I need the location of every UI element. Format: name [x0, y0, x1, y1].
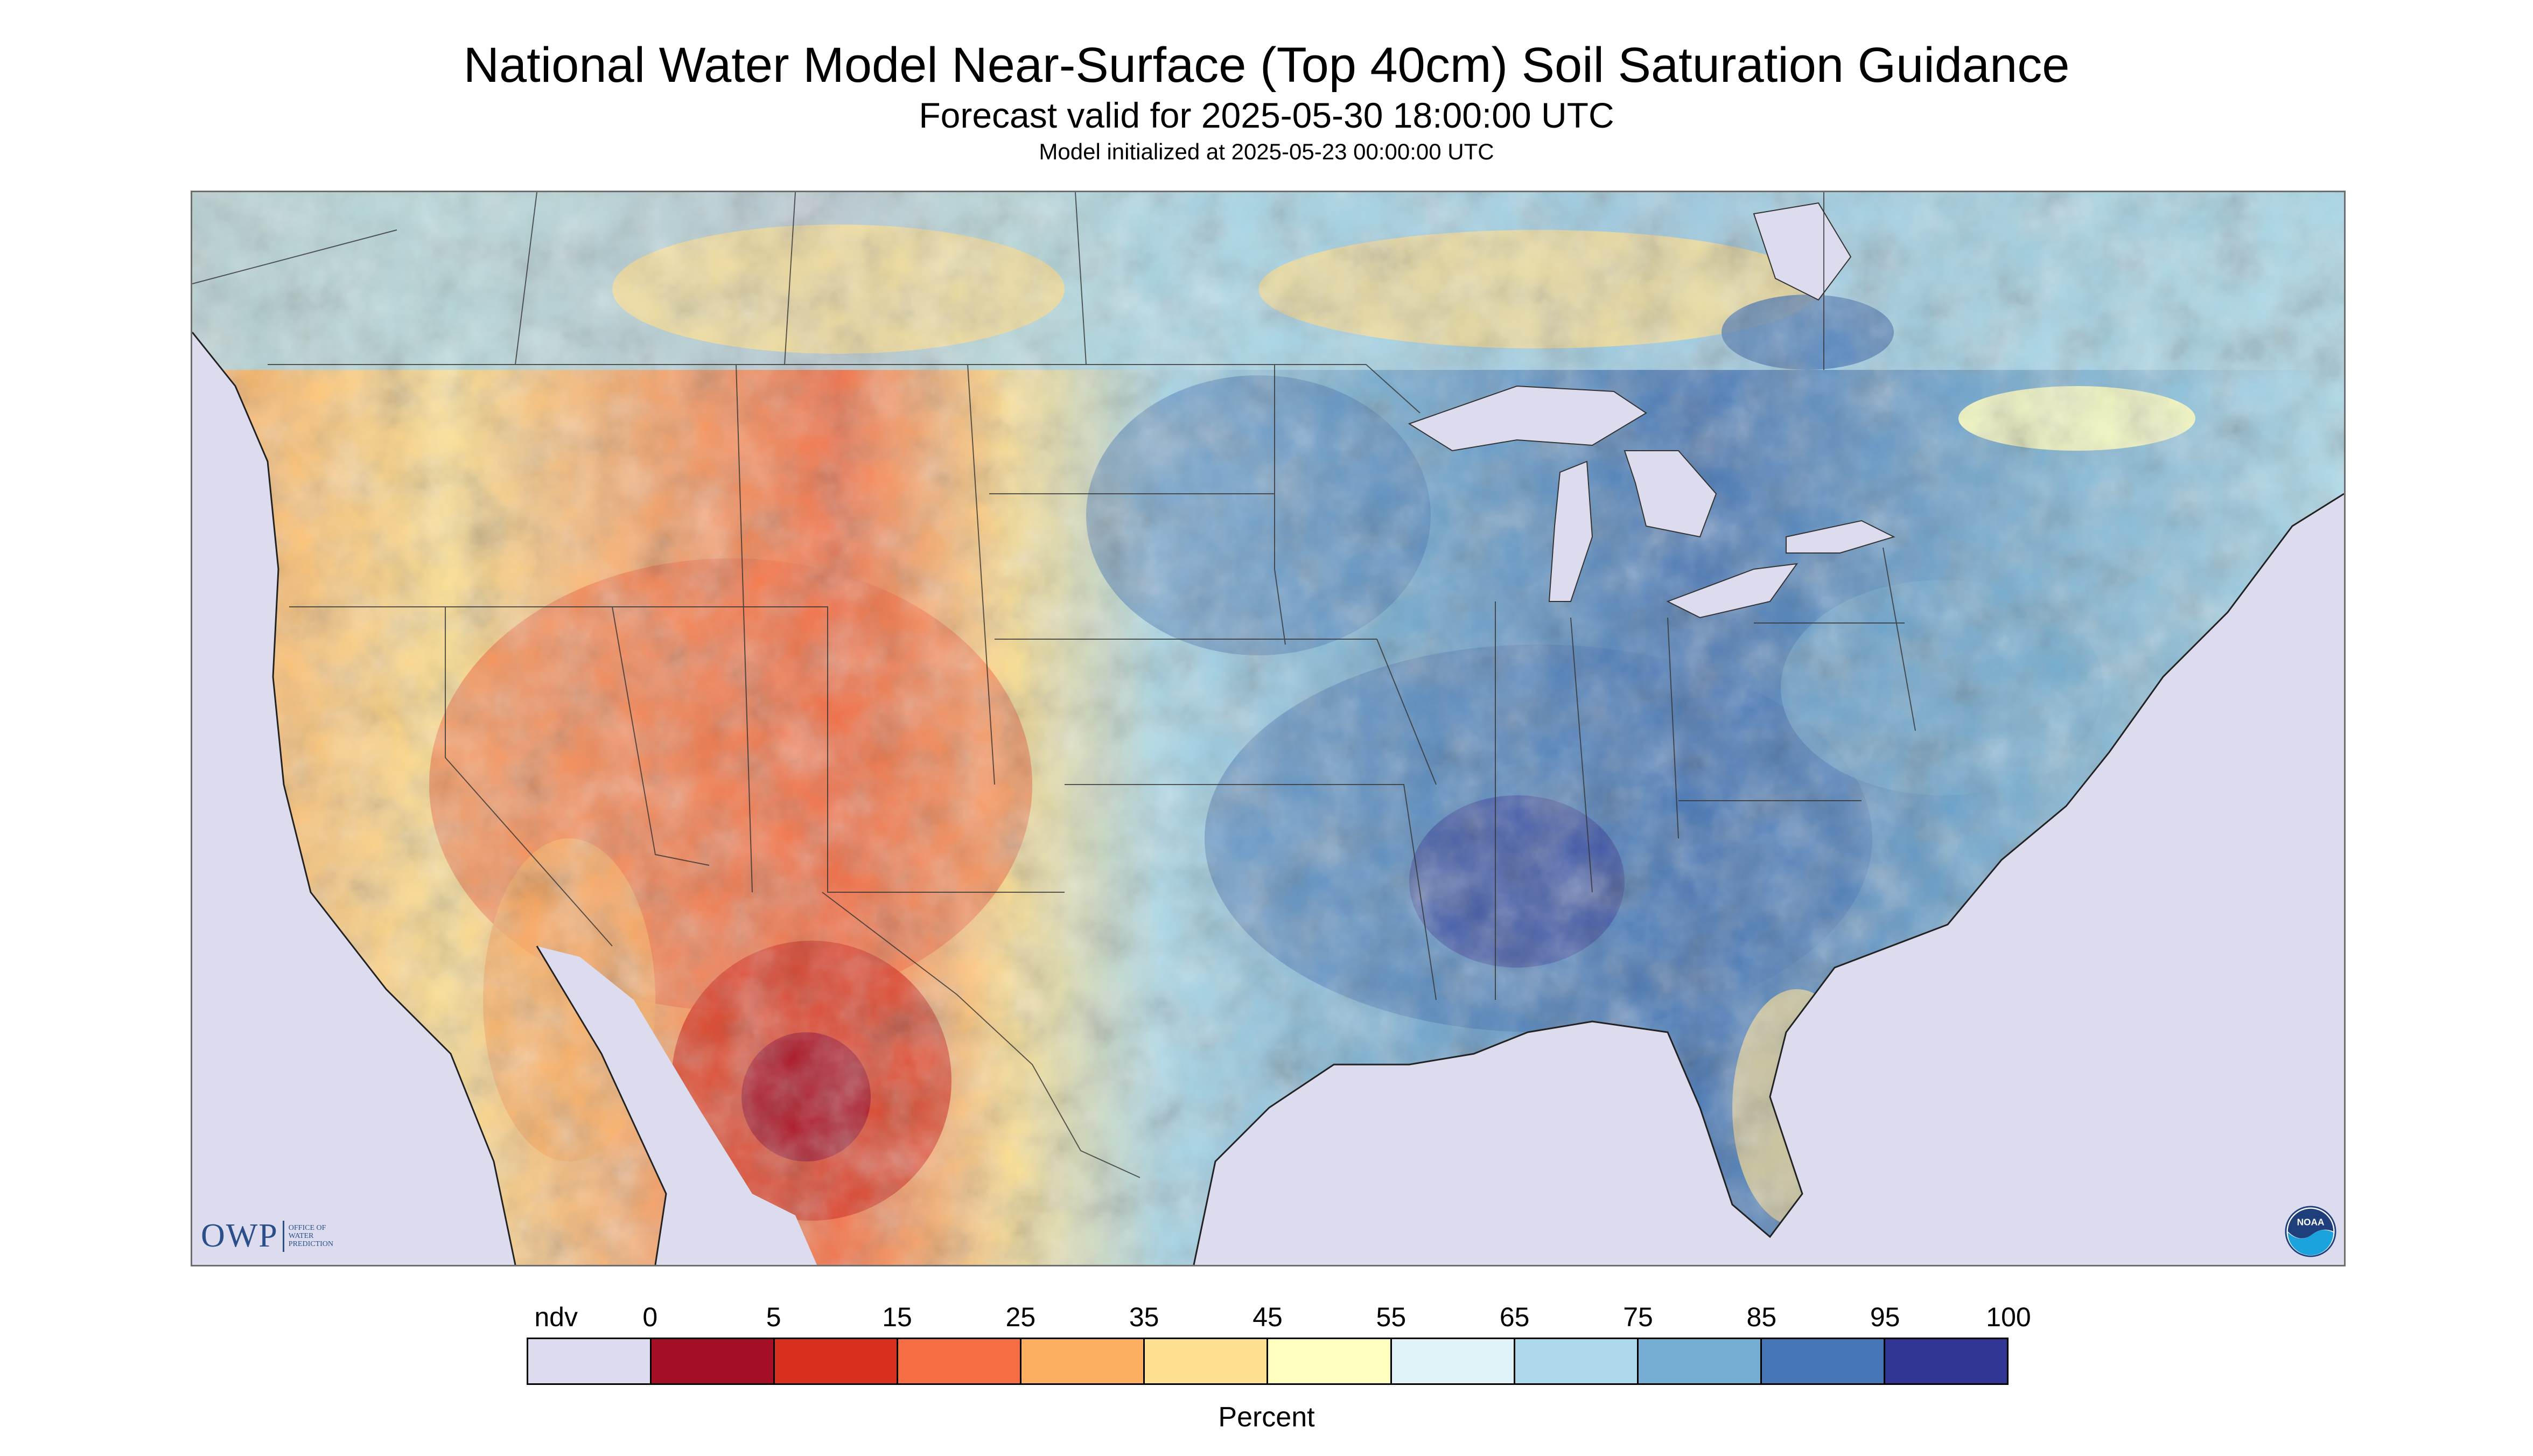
- legend-swatch: [1638, 1339, 1762, 1383]
- map-title: National Water Model Near-Surface (Top 4…: [463, 38, 2070, 93]
- legend-tick-label: 55: [1376, 1302, 1407, 1332]
- model-init-time: Model initialized at 2025-05-23 00:00:00…: [1039, 139, 1494, 164]
- legend-tick-label: ndv: [534, 1302, 578, 1332]
- map-svg: [192, 192, 2344, 1265]
- legend-tick-label: 45: [1252, 1302, 1283, 1332]
- legend-swatch: [1268, 1339, 1392, 1383]
- owp-logo-separator: [282, 1220, 284, 1252]
- legend-swatch: [1885, 1339, 2007, 1383]
- legend-swatch: [1145, 1339, 1269, 1383]
- legend-swatch: [1391, 1339, 1515, 1383]
- owp-logo-abbrev: OWP: [201, 1217, 278, 1254]
- legend-tick-label: 95: [1870, 1302, 1900, 1332]
- coastline: [192, 332, 2344, 1265]
- legend-tick-label: 65: [1499, 1302, 1530, 1332]
- legend-swatch: [775, 1339, 899, 1383]
- color-legend: [527, 1338, 2009, 1385]
- legend-title: Percent: [1218, 1402, 1315, 1433]
- owp-logo-fulltext: OFFICE OF WATER PREDICTION: [288, 1224, 334, 1248]
- noaa-logo-text: NOAA: [2297, 1216, 2325, 1227]
- legend-tick-label: 85: [1746, 1302, 1777, 1332]
- forecast-valid-time: Forecast valid for 2025-05-30 18:00:00 U…: [919, 95, 1614, 135]
- noaa-logo: NOAA: [2285, 1206, 2336, 1257]
- legend-swatch: [528, 1339, 652, 1383]
- legend-swatch: [1761, 1339, 1885, 1383]
- great-lakes: [1408, 202, 1895, 619]
- state-borders: [192, 192, 1916, 1178]
- legend-tick-label: 15: [882, 1302, 912, 1332]
- legend-swatch: [898, 1339, 1022, 1383]
- legend-swatch: [1021, 1339, 1145, 1383]
- legend-swatch: [652, 1339, 775, 1383]
- legend-tick-label: 5: [766, 1302, 781, 1332]
- owp-logo: OWP OFFICE OF WATER PREDICTION: [201, 1217, 348, 1255]
- legend-tick-labels: ndv 0 5 15 25 35 45 55 65 75 85 95 100: [527, 1301, 2031, 1333]
- legend-tick-label: 0: [642, 1302, 658, 1332]
- legend-tick-label: 75: [1623, 1302, 1653, 1332]
- legend-swatch: [1515, 1339, 1639, 1383]
- legend-tick-label: 100: [1986, 1302, 2031, 1332]
- legend-tick-label: 35: [1129, 1302, 1159, 1332]
- legend-tick-label: 25: [1005, 1302, 1036, 1332]
- soil-saturation-map: OWP OFFICE OF WATER PREDICTION NOAA: [191, 191, 2346, 1266]
